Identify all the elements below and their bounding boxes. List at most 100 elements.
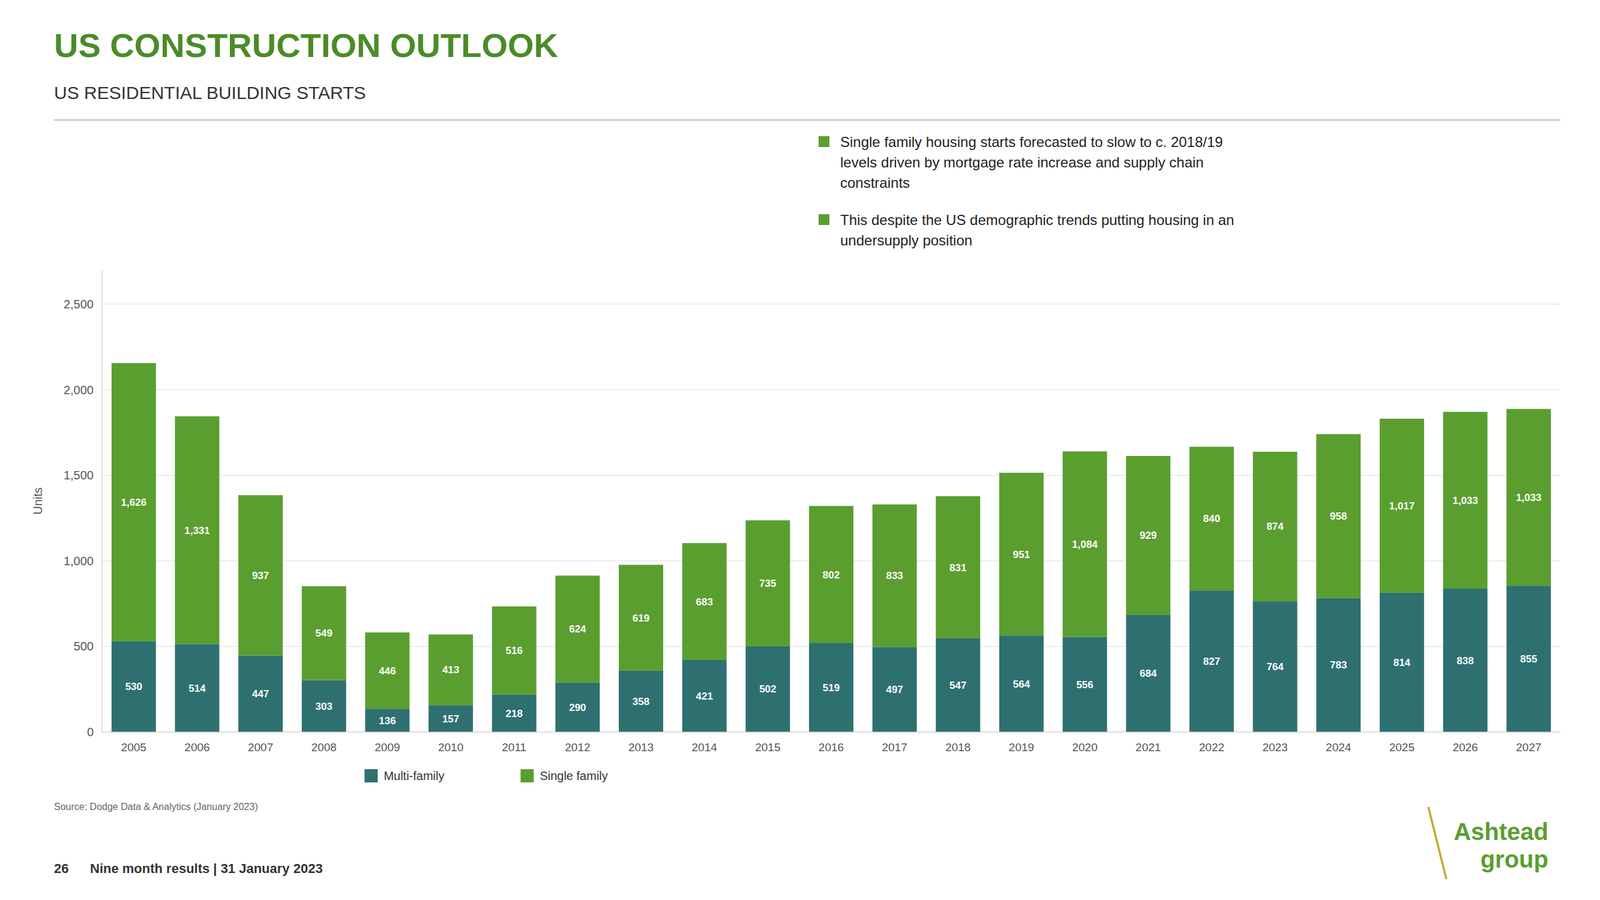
data-label: 136 <box>378 715 396 727</box>
bar-segment <box>999 635 1044 733</box>
data-label: 303 <box>315 700 333 713</box>
bar-segment <box>111 363 157 642</box>
data-label: 519 <box>822 682 840 694</box>
x-tick-label: 2021 <box>1135 741 1161 754</box>
x-tick-label: 2024 <box>1325 741 1352 754</box>
data-label: 874 <box>1266 520 1284 533</box>
bar-segment <box>364 708 410 733</box>
bullet-text: This despite the US demographic trends p… <box>840 211 1234 249</box>
bar-segment <box>175 643 220 733</box>
data-label: 802 <box>822 569 840 581</box>
data-label: 514 <box>188 682 206 695</box>
data-label: 838 <box>1456 655 1474 667</box>
x-tick-label: 2015 <box>754 741 781 754</box>
data-label: 421 <box>696 690 713 703</box>
bar-segment <box>618 564 664 671</box>
bar-segment <box>745 646 790 733</box>
title: US CONSTRUCTION OUTLOOK <box>54 26 559 65</box>
x-tick-label: 2014 <box>691 741 718 754</box>
bar-segment <box>428 705 473 733</box>
bar-segment <box>682 543 727 661</box>
x-tick-label: 2011 <box>501 741 527 754</box>
logo-line <box>1428 807 1447 880</box>
bar-segment <box>935 638 981 733</box>
bar-segment <box>1443 588 1488 733</box>
bar-segment <box>745 520 790 647</box>
y-axis-line <box>101 270 103 733</box>
bar-segment <box>1189 590 1234 733</box>
bar-segment <box>492 694 537 733</box>
bar-segment <box>1379 592 1425 733</box>
data-label: 547 <box>949 679 967 692</box>
bar-segment <box>1506 585 1551 733</box>
grid-line <box>102 304 1561 305</box>
data-label: 157 <box>442 713 460 725</box>
x-tick-label: 2017 <box>882 741 908 754</box>
bar-segment <box>872 646 918 733</box>
footer-page: 26 <box>54 861 69 877</box>
data-label: 502 <box>759 683 776 695</box>
data-label: 1,033 <box>1515 492 1542 504</box>
bar-segment <box>935 496 981 639</box>
data-label: 1,084 <box>1071 538 1098 551</box>
y-tick-label: 0 <box>87 725 94 739</box>
bar-segment <box>492 606 537 695</box>
x-tick-label: 2022 <box>1199 741 1225 754</box>
legend: Multi-familySingle family <box>364 769 608 783</box>
x-tick-label: 2009 <box>374 741 400 754</box>
data-label: 951 <box>1013 549 1030 561</box>
data-label: 840 <box>1203 513 1221 525</box>
legend-swatch <box>364 769 378 783</box>
background <box>0 0 1600 900</box>
data-label: 1,331 <box>184 525 211 537</box>
bar-segment <box>1253 451 1298 602</box>
bar-segment <box>1253 601 1298 733</box>
footer-text: Nine month results | 31 January 2023 <box>90 861 323 877</box>
data-label: 831 <box>949 562 967 574</box>
bar-segment <box>682 660 727 733</box>
bar-segment <box>555 575 600 683</box>
grid-line <box>102 389 1561 391</box>
x-tick-label: 2018 <box>945 741 971 754</box>
data-label: 624 <box>568 623 587 635</box>
x-tick-label: 2025 <box>1389 741 1415 754</box>
y-tick-label: 1,000 <box>63 554 94 568</box>
bars <box>111 363 1551 733</box>
bar-segment <box>301 586 347 681</box>
grid-line <box>102 732 1561 733</box>
bar-segment <box>1062 451 1108 637</box>
y-tick-label: 2,000 <box>63 383 94 397</box>
bar-segment <box>175 416 220 645</box>
x-tick-label: 2016 <box>818 741 844 754</box>
legend-label: Single family <box>539 769 608 783</box>
bullet-square <box>818 136 830 148</box>
x-tick-label: 2005 <box>121 741 147 754</box>
bar-segment <box>1189 447 1234 592</box>
bar-segment <box>872 504 918 648</box>
bar-segment <box>1506 409 1551 587</box>
subtitle: US RESIDENTIAL BUILDING STARTS <box>54 82 367 103</box>
bar-segment <box>1379 418 1425 593</box>
header-rule <box>54 119 1561 121</box>
bar-segment <box>618 670 664 733</box>
y-tick-label: 2,500 <box>63 297 94 311</box>
data-label: 1,626 <box>121 496 148 509</box>
logo: Ashteadgroup <box>1453 818 1549 873</box>
legend-swatch <box>520 769 534 783</box>
data-label: 684 <box>1139 667 1158 680</box>
x-tick-label: 2013 <box>628 741 654 754</box>
bar-segment <box>111 641 157 733</box>
data-label: 516 <box>505 645 523 657</box>
data-label: 783 <box>1329 659 1347 671</box>
x-tick-label: 2019 <box>1008 741 1035 754</box>
bar-segment <box>301 680 347 733</box>
data-label: 290 <box>568 702 586 714</box>
bar-segment <box>1125 615 1171 733</box>
bar-segment <box>1062 636 1108 733</box>
data-label: 735 <box>759 577 776 590</box>
data-label: 855 <box>1520 653 1537 665</box>
y-tick-label: 500 <box>73 639 94 653</box>
data-label: 958 <box>1329 510 1347 523</box>
y-tick-label: 1,500 <box>63 468 94 482</box>
data-label: 447 <box>252 688 269 700</box>
